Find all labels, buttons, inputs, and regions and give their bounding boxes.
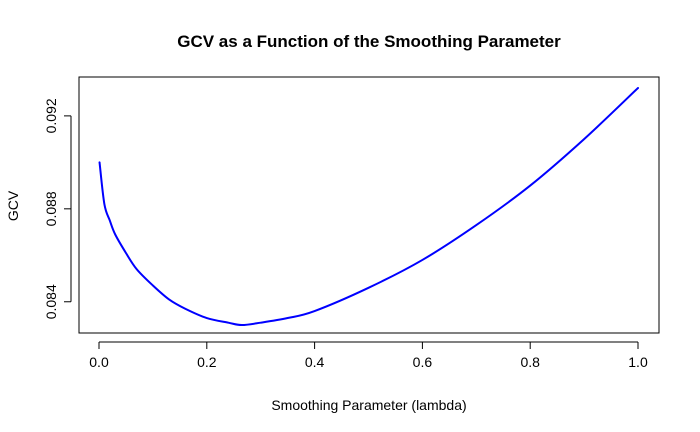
y-axis-label: GCV <box>5 190 21 221</box>
chart-title: GCV as a Function of the Smoothing Param… <box>177 32 561 51</box>
x-tick-label: 1.0 <box>628 354 648 370</box>
x-axis-label: Smoothing Parameter (lambda) <box>271 397 466 413</box>
y-axis: 0.084 0.088 0.092 <box>43 98 72 319</box>
y-tick-label: 0.084 <box>43 284 59 319</box>
series-layer <box>98 87 639 326</box>
series-line <box>98 87 639 326</box>
y-tick-label: 0.088 <box>43 191 59 226</box>
plot-frame <box>78 76 660 334</box>
x-tick-label: 0.0 <box>89 354 109 370</box>
y-tick-label: 0.092 <box>43 98 59 133</box>
x-axis: 0.0 0.2 0.4 0.6 0.8 1.0 <box>89 341 648 370</box>
x-tick-label: 0.8 <box>520 354 540 370</box>
x-tick-label: 0.6 <box>413 354 433 370</box>
x-tick-label: 0.4 <box>305 354 325 370</box>
x-tick-label: 0.2 <box>197 354 217 370</box>
